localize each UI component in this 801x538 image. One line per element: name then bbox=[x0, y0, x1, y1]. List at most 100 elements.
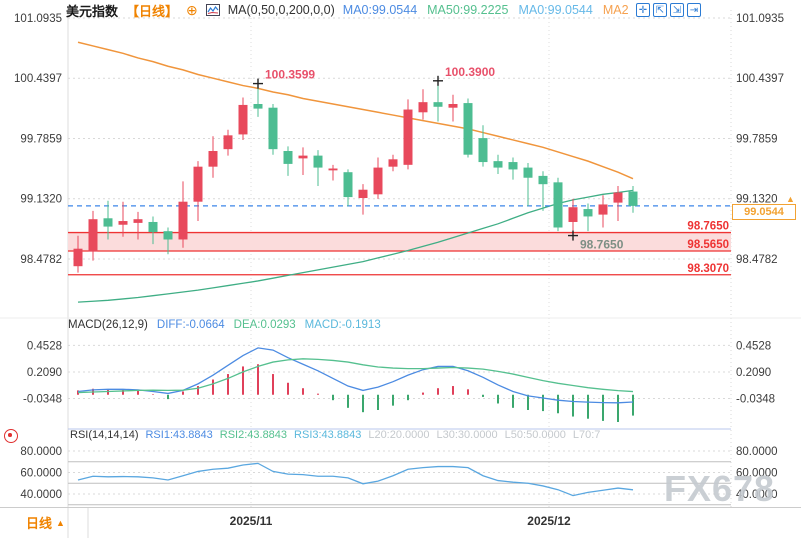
candle-body bbox=[628, 191, 638, 206]
candle-body bbox=[523, 167, 533, 178]
rsi-title: RSI(14,14,14) bbox=[70, 429, 139, 441]
ma-legend: MA0:99.0544 MA50:99.2225 MA0:99.0544 MA2 bbox=[343, 3, 629, 17]
axis-tick-label: 99.1320 bbox=[736, 194, 778, 206]
axis-tick-label: 80.0000 bbox=[20, 446, 62, 458]
axis-tick-label: -0.0348 bbox=[23, 394, 62, 406]
main-header: 美元指数 【日线】 ⊕ MA(0,50,0,200,0,0) MA0:99.05… bbox=[66, 1, 629, 19]
go-to-latest-button[interactable]: ⇥ bbox=[687, 3, 701, 17]
axis-tick-label: -0.0348 bbox=[736, 394, 775, 406]
axis-tick-label: 100.4397 bbox=[14, 73, 62, 85]
pan-crosshair-button[interactable]: ✛ bbox=[636, 3, 650, 17]
axis-tick-label: 99.1320 bbox=[20, 194, 62, 206]
candle-body bbox=[103, 218, 113, 227]
candle-body bbox=[328, 168, 338, 171]
axis-tick-label: 101.0935 bbox=[14, 13, 62, 25]
candle-body bbox=[598, 204, 608, 215]
support-band bbox=[68, 232, 731, 251]
indicator-target-icon[interactable] bbox=[4, 429, 18, 443]
rsi-value-item: L50:50.0000 bbox=[504, 429, 566, 441]
add-indicator-icon[interactable]: ⊕ bbox=[186, 2, 198, 18]
candle-body bbox=[448, 104, 458, 108]
rsi-value-item: RSI2:43.8843 bbox=[219, 429, 288, 441]
candle-body bbox=[238, 104, 248, 135]
axis-tick-label: 0.4528 bbox=[27, 340, 62, 352]
candle-body bbox=[418, 102, 428, 113]
rsi-value-item: RSI3:43.8843 bbox=[294, 429, 362, 441]
ma-legend-item: MA0:99.0544 bbox=[518, 3, 593, 17]
rsi-line bbox=[77, 462, 634, 497]
candle-body bbox=[193, 166, 203, 202]
axis-tick-label: 60.0000 bbox=[20, 467, 62, 479]
zoom-out-button[interactable]: ⇱ bbox=[653, 3, 667, 17]
candle-body bbox=[148, 221, 158, 233]
price-marker-label: 100.3599 bbox=[265, 68, 315, 82]
rsi-values: RSI1:43.8843 RSI2:43.8843 RSI3:43.8843 L20:… bbox=[145, 429, 600, 441]
axis-tick-label: 60.0000 bbox=[736, 467, 778, 479]
candle-body bbox=[73, 248, 83, 267]
support-level-label: 98.5650 bbox=[687, 239, 729, 251]
rsi-header: RSI(14,14,14) RSI1:43.8843 RSI2:43.8843 RS… bbox=[70, 429, 600, 441]
candle-body bbox=[373, 167, 383, 195]
rsi-value-item: RSI1:43.8843 bbox=[145, 429, 213, 441]
candle-body bbox=[283, 151, 293, 164]
axis-tick-label: 40.0000 bbox=[20, 489, 62, 501]
candle-body bbox=[478, 138, 488, 163]
x-axis-date-label: 2025/12 bbox=[527, 514, 571, 528]
candle-body bbox=[343, 172, 353, 198]
ma-legend-item: MA0:99.0544 bbox=[342, 3, 418, 17]
candle-body bbox=[208, 151, 218, 167]
macd-header: MACD(26,12,9) DIFF:-0.0664 DEA:0.0293 MACD… bbox=[68, 319, 381, 331]
period-selector-arrow-icon: ▲ bbox=[56, 517, 65, 528]
candle-body bbox=[253, 104, 263, 109]
period-tag: 【日线】 bbox=[126, 3, 179, 19]
candle-body bbox=[613, 192, 623, 203]
axis-tick-label: 101.0935 bbox=[736, 13, 784, 25]
candle-body bbox=[298, 155, 308, 159]
candle-body bbox=[508, 162, 518, 170]
zoom-in-button[interactable]: ⇲ bbox=[670, 3, 684, 17]
period-selector-label: 日线 bbox=[26, 516, 53, 531]
axis-tick-label: 99.7859 bbox=[736, 133, 778, 145]
macd-diff-line bbox=[77, 347, 634, 404]
candle-body bbox=[583, 209, 593, 217]
axis-tick-label: 80.0000 bbox=[736, 446, 778, 458]
candle-body bbox=[223, 135, 233, 150]
period-selector-button[interactable]: 日线 ▲ bbox=[26, 513, 65, 532]
price-marker-label: 98.7650 bbox=[580, 238, 624, 252]
candle-body bbox=[403, 109, 413, 165]
candle-body bbox=[118, 221, 128, 225]
candle-body bbox=[268, 107, 278, 150]
rsi-value-item: L20:20.0000 bbox=[368, 429, 430, 441]
price-up-arrow-icon: ▲ bbox=[786, 194, 795, 204]
ma50-line bbox=[77, 189, 634, 303]
axis-tick-label: 99.7859 bbox=[20, 133, 62, 145]
axis-tick-label: 40.0000 bbox=[736, 489, 778, 501]
current-price-box: 99.0544 bbox=[732, 204, 796, 220]
x-axis-date-label: 2025/11 bbox=[229, 514, 273, 528]
indicator-chart-icon[interactable] bbox=[205, 4, 220, 16]
axis-tick-label: 0.2090 bbox=[27, 367, 62, 379]
ma200-line bbox=[77, 41, 634, 180]
macd-value-item: MACD:-0.1913 bbox=[304, 319, 381, 331]
candle-body bbox=[358, 189, 368, 199]
candle-body bbox=[538, 175, 548, 185]
rsi-value-item: L30:30.0000 bbox=[436, 429, 498, 441]
axis-tick-label: 0.4528 bbox=[736, 340, 771, 352]
ma-legend-item: MA50:99.2225 bbox=[427, 3, 509, 17]
axis-tick-label: 98.4782 bbox=[736, 254, 778, 266]
macd-value-item: DIFF:-0.0664 bbox=[156, 319, 225, 331]
macd-title: MACD(26,12,9) bbox=[68, 319, 148, 331]
candle-body bbox=[568, 207, 578, 222]
ma-legend-item: MA2 bbox=[602, 3, 629, 17]
axis-tick-label: 100.4397 bbox=[736, 73, 784, 85]
price-marker-label: 100.3900 bbox=[445, 65, 495, 79]
macd-dea-line bbox=[77, 358, 634, 394]
macd-value-item: DEA:0.0293 bbox=[233, 319, 296, 331]
chart-toolbar: ✛ ⇱ ⇲ ⇥ bbox=[636, 3, 701, 17]
watermark: FX678 bbox=[664, 468, 776, 509]
support-level-label: 98.3070 bbox=[687, 263, 729, 275]
candle-body bbox=[133, 219, 143, 223]
axis-tick-label: 98.4782 bbox=[20, 254, 62, 266]
